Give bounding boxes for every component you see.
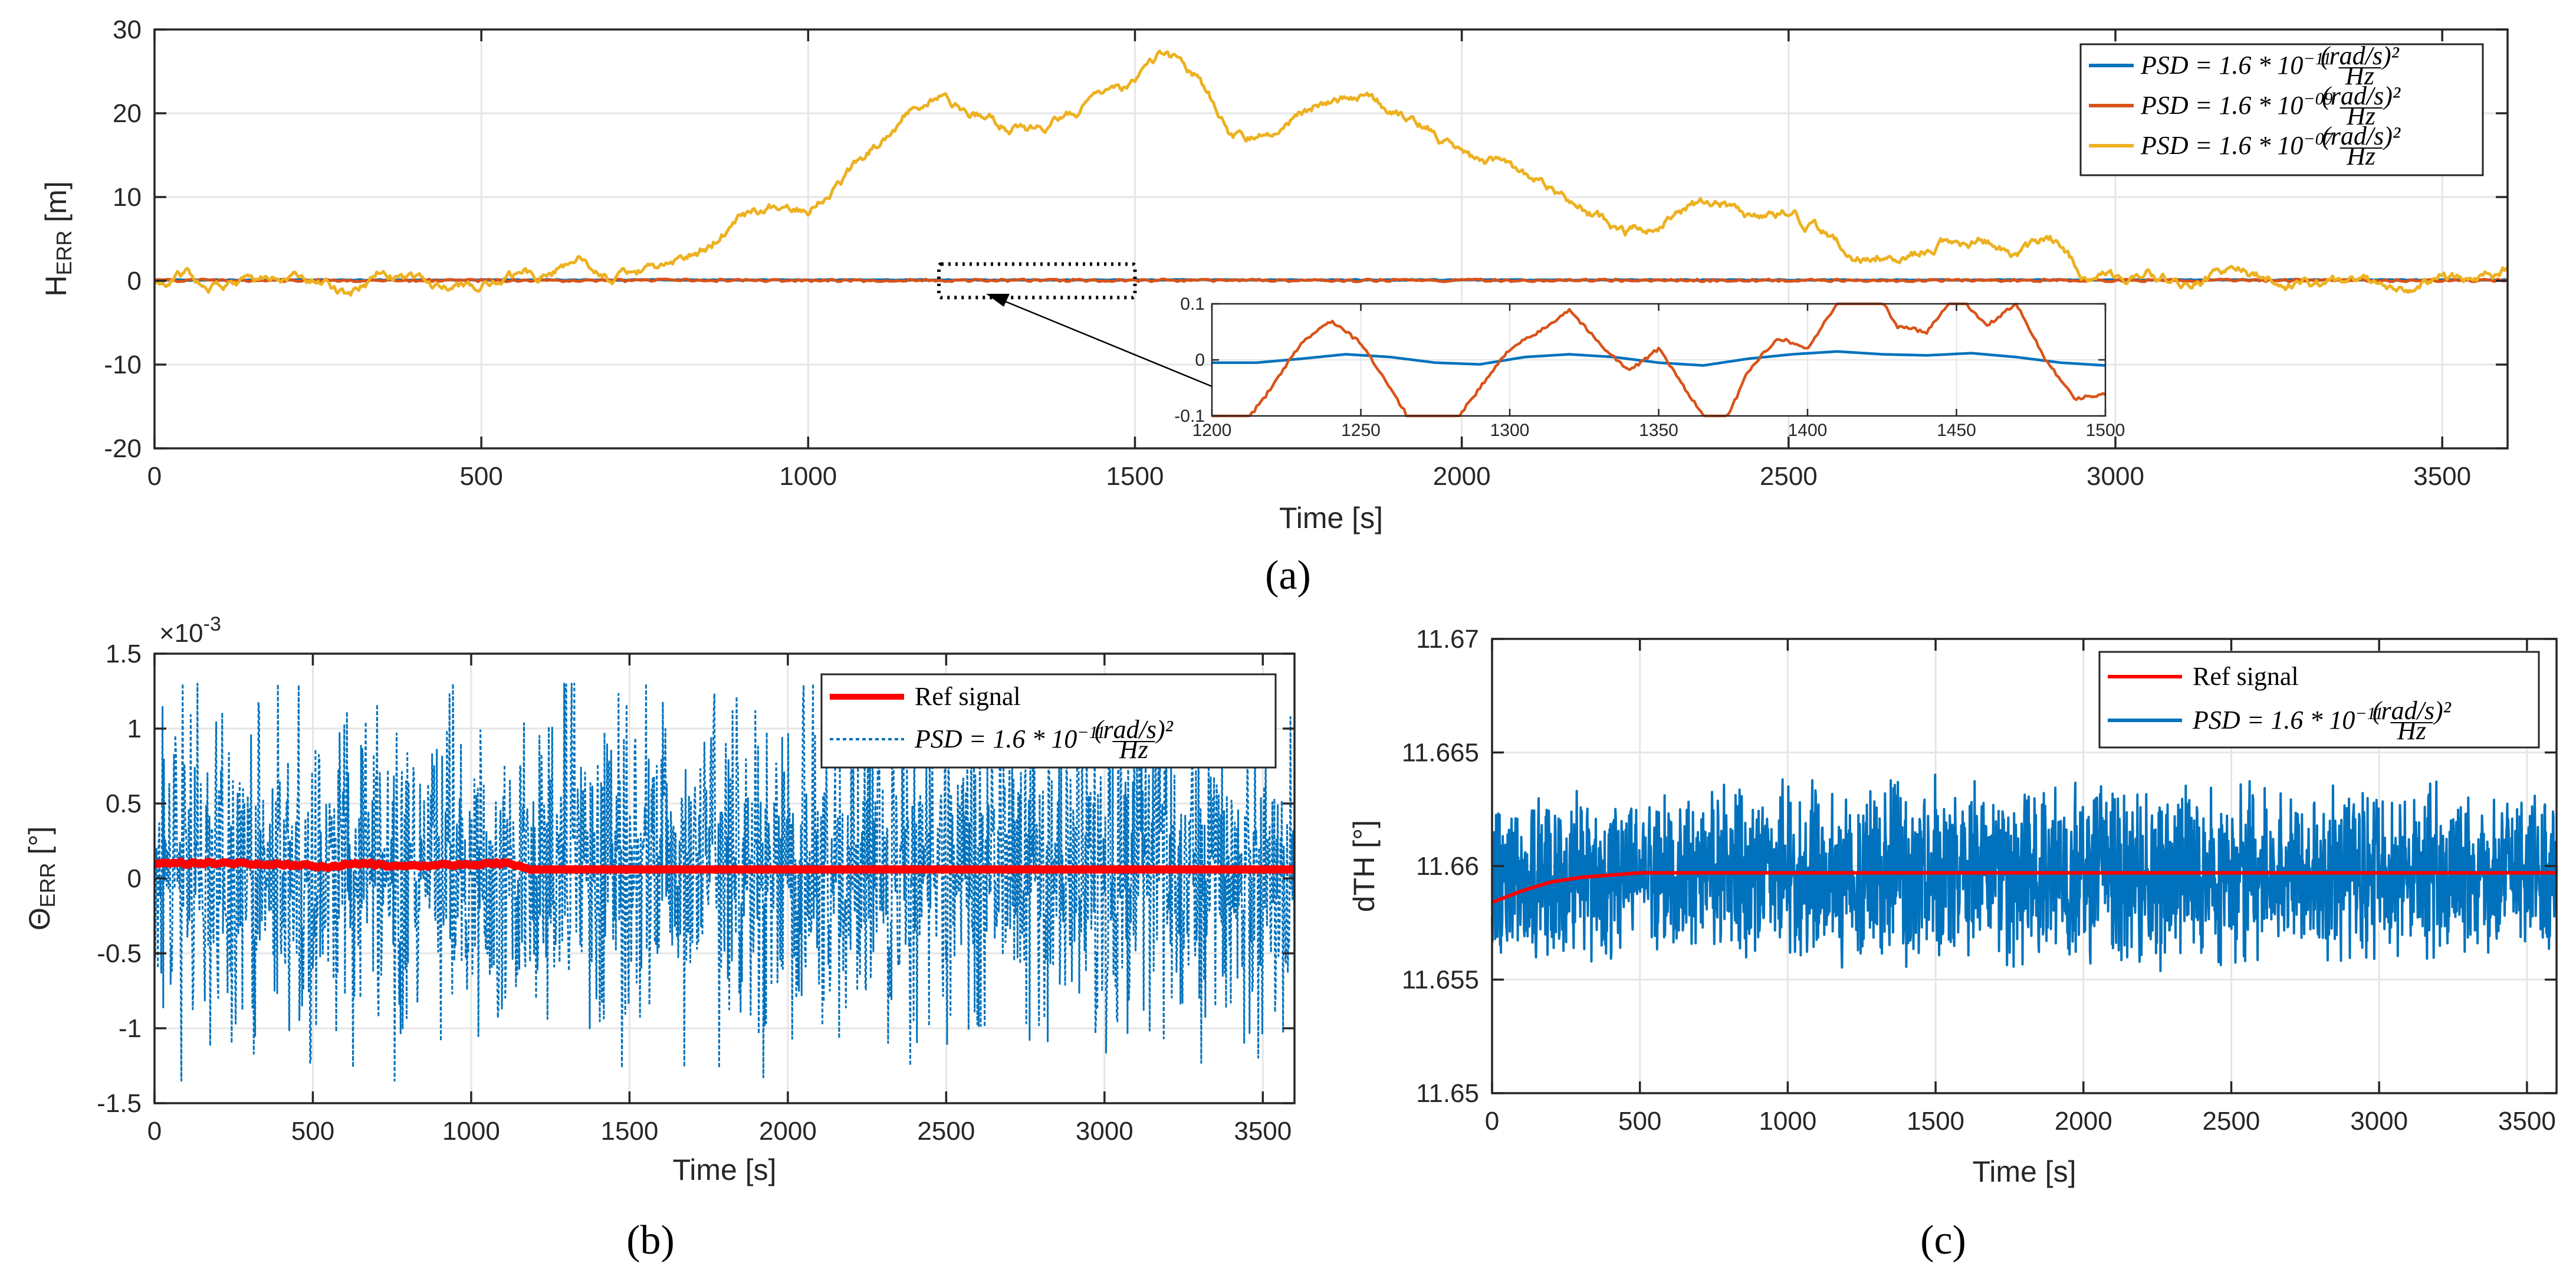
chart-c: 0 500 1000 1500 2000 2500 3000 3500 11.65 11.655 1… (1348, 625, 2558, 1188)
legend-b (820, 673, 1277, 769)
chart-b: 0 500 1000 1500 2000 2500 3000 3500 -1.5 -1 -0.5 0 0… (23, 613, 1296, 1186)
b-xtick-label-6: 3000 (1076, 1117, 1133, 1146)
legend-c-text-1-den: Hz (2397, 716, 2426, 745)
b-ytick-label-0: -1.5 (97, 1089, 142, 1118)
chart-a: 0 500 1000 1500 2000 2500 3000 3500 -20 -10 0 10 20 3… (40, 15, 2509, 534)
a_inset-xtick-label-3: 1350 (1639, 421, 1678, 440)
c-xtick-label-3: 1500 (1907, 1107, 1964, 1136)
legend-a-text-0-num: (rad/s)² (2321, 41, 2400, 70)
series-b-psd-11-line (153, 683, 1296, 1082)
c-ytick-label-3: 11.665 (1402, 739, 1479, 768)
series-b-ref-signal-line (153, 858, 1295, 874)
a_inset-xtick-label-2: 1300 (1490, 421, 1530, 440)
a-xtick-label-7: 3500 (2413, 462, 2471, 491)
c-xtick-label-5: 2500 (2203, 1107, 2260, 1136)
series-c-psd-11-line (1491, 773, 2558, 972)
series-a-psd-07-line (153, 50, 2509, 297)
b-xtick-label-2: 1000 (442, 1117, 500, 1146)
legend-a-text-1: PSD = 1.6 * 10−09 (2140, 89, 2333, 120)
a-xtick-label-6: 3000 (2087, 462, 2144, 491)
inset-series-psd-11-line (1212, 350, 2106, 367)
a_inset-ytick-label-0: -0.1 (1174, 406, 1205, 426)
c-xtick-label-7: 3500 (2498, 1107, 2556, 1136)
a-axes-frame (153, 28, 2509, 450)
c-ytick-label-2: 11.66 (1416, 852, 1479, 881)
legend-a-text-1-den: Hz (2346, 101, 2375, 130)
a-xtick-label-2: 1000 (779, 462, 837, 491)
zoom-arrow-line (996, 297, 1213, 388)
legend-b-text-1-num: (rad/s)² (1095, 715, 1174, 744)
a-ytick-label-4: 20 (113, 99, 142, 128)
b-xtick-label-3: 1500 (600, 1117, 658, 1146)
legend-a-text-2-num: (rad/s)² (2322, 122, 2401, 150)
b-ytick-label-1: -1 (119, 1014, 142, 1043)
legend-c-text-1: PSD = 1.6 * 10−11 (2192, 704, 2383, 735)
a_inset-xtick-label-0: 1200 (1192, 421, 1232, 440)
legend-c-text-0: Ref signal (2193, 662, 2299, 691)
a_inset-ytick-label-1: 0 (1195, 350, 1205, 370)
c-xtick-label-0: 0 (1485, 1107, 1499, 1136)
legend-c-text-1-num: (rad/s)² (2373, 696, 2452, 725)
b-xtick-label-4: 2000 (759, 1117, 817, 1146)
b-ytick-label-6: 1.5 (106, 640, 142, 668)
c-ytick-label-1: 11.655 (1402, 966, 1479, 995)
c-xtick-label-1: 500 (1618, 1107, 1661, 1136)
a_inset-ytick-label-2: 0.1 (1180, 294, 1205, 314)
b-xtick-label-7: 3500 (1234, 1117, 1292, 1146)
series-a-psd-09-line (154, 277, 2509, 283)
a-ytick-label-1: -10 (104, 350, 142, 379)
a-ylabel: HERR [m] (40, 181, 76, 296)
b-xtick-label-0: 0 (147, 1117, 162, 1146)
a-ytick-label-3: 10 (113, 183, 142, 212)
c-ylabel: dTH [°] (1348, 820, 1381, 912)
b-exponent-label: ×10-3 (159, 613, 221, 648)
b-xtick-label-1: 500 (291, 1117, 334, 1146)
b-ytick-label-2: -0.5 (97, 939, 142, 968)
a-xtick-label-1: 500 (459, 462, 502, 491)
panel-label-c: (c) (1920, 1218, 1966, 1263)
panel-label-a: (a) (1265, 553, 1311, 598)
b-xtick-label-5: 2500 (917, 1117, 975, 1146)
b-ytick-label-3: 0 (127, 864, 142, 893)
b-ylabel: ΘERR [°] (23, 827, 60, 931)
a-ytick-label-0: -20 (104, 434, 142, 463)
series-c-ref-signal-line (1491, 871, 2557, 904)
a-xtick-label-4: 2000 (1433, 462, 1491, 491)
a-xtick-label-3: 1500 (1106, 462, 1164, 491)
c-ytick-label-4: 11.67 (1416, 625, 1479, 654)
a_inset-xtick-label-4: 1400 (1788, 421, 1828, 440)
a-xtick-label-5: 2500 (1760, 462, 1818, 491)
legend-c (2098, 651, 2540, 749)
c-xtick-label-6: 3000 (2350, 1107, 2408, 1136)
legend-a (2079, 43, 2484, 176)
legend-a-text-1-num: (rad/s)² (2322, 81, 2401, 110)
b-ytick-label-5: 1 (127, 714, 142, 743)
c-xtick-label-2: 1000 (1759, 1107, 1816, 1136)
legend-a-text-2-den: Hz (2346, 142, 2375, 170)
legend-a-text-2: PSD = 1.6 * 10−07 (2140, 129, 2334, 160)
a-ytick-label-2: 0 (127, 267, 142, 296)
b-xlabel: Time [s] (673, 1153, 777, 1186)
zoom-arrow-head (986, 294, 1010, 307)
legend-a-text-0: PSD = 1.6 * 10−11 (2140, 49, 2331, 80)
legend-b-text-1-den: Hz (1119, 735, 1148, 764)
panel-label-b: (b) (626, 1218, 675, 1263)
a-xtick-label-0: 0 (147, 462, 162, 491)
c-xlabel: Time [s] (1973, 1155, 2076, 1188)
legend-b-text-0: Ref signal (915, 682, 1021, 711)
a-xlabel: Time [s] (1279, 501, 1383, 534)
legend-b-text-1: PSD = 1.6 * 10−11 (914, 723, 1105, 754)
a_inset-xtick-label-5: 1450 (1937, 421, 1976, 440)
a_inset-xtick-label-1: 1250 (1341, 421, 1381, 440)
legend-a-text-0-den: Hz (2345, 61, 2374, 90)
c-ytick-label-0: 11.65 (1416, 1079, 1479, 1108)
c-xtick-label-4: 2000 (2055, 1107, 2112, 1136)
a-ytick-label-5: 30 (113, 15, 142, 44)
a_inset-xtick-label-6: 1500 (2086, 421, 2125, 440)
b-ytick-label-4: 0.5 (106, 789, 142, 818)
